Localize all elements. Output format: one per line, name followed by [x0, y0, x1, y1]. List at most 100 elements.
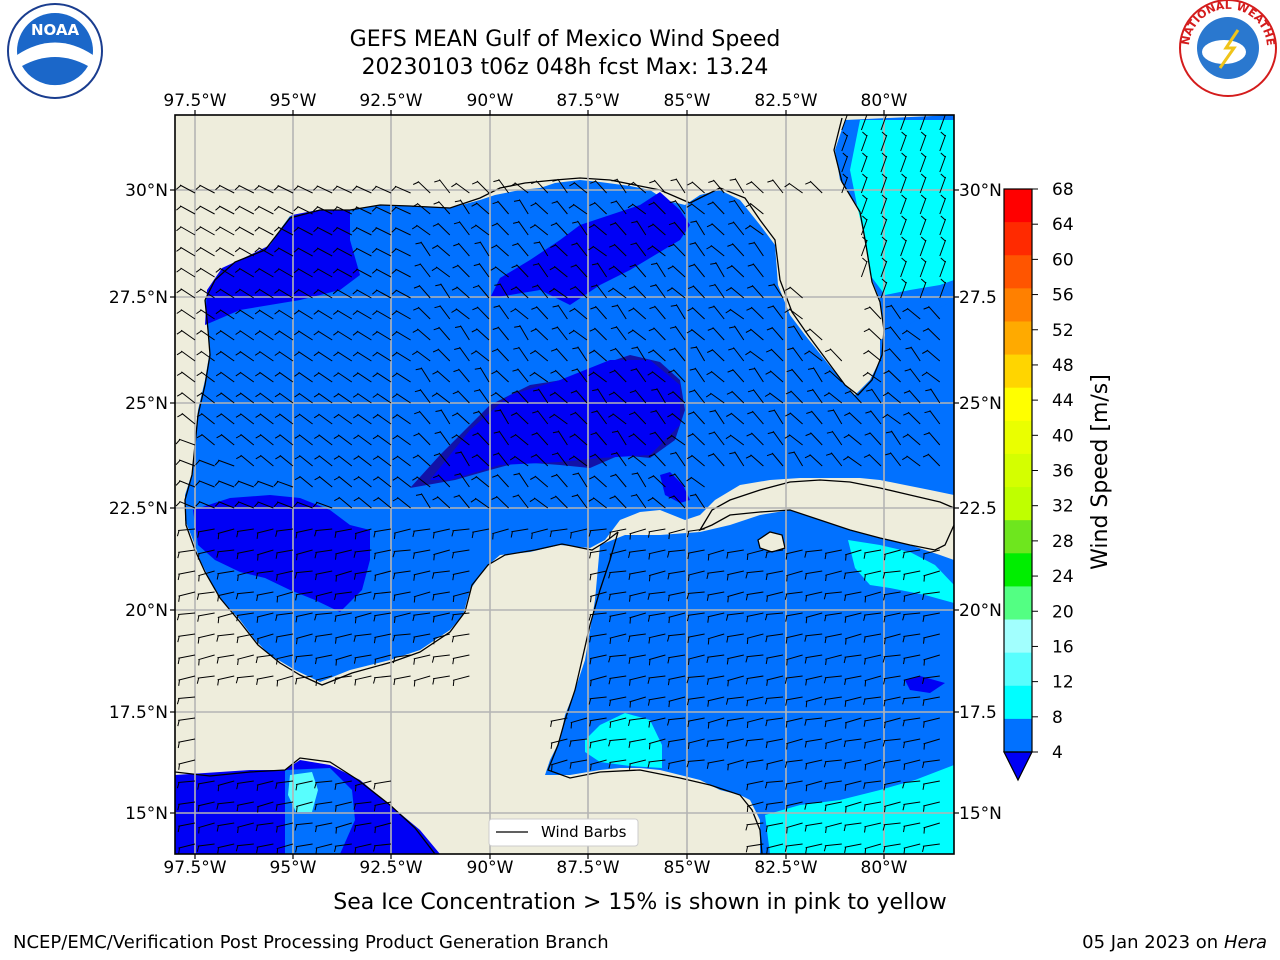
lon-label: 82.5°W [754, 91, 817, 111]
wind-barb [196, 288, 215, 299]
wind-barb [237, 570, 254, 582]
wind-barb [275, 801, 294, 811]
wind-barb [490, 266, 509, 278]
wind-barb [197, 633, 215, 644]
wind-barb [551, 452, 568, 467]
wind-barb [764, 780, 784, 789]
wind-barb [371, 227, 392, 236]
wind-barb [352, 289, 372, 299]
wind-barb [862, 371, 882, 383]
calm-region-sw-gulf [193, 495, 370, 612]
wind-barb [315, 591, 333, 602]
wind-barb [176, 350, 196, 362]
wind-barb [919, 152, 927, 173]
wind-barb [746, 633, 764, 645]
wind-barb [215, 371, 235, 383]
wind-barb [826, 430, 843, 446]
wind-barb [882, 391, 901, 404]
lon-label: 87.5°W [556, 858, 619, 878]
wind-barb [274, 288, 294, 299]
lon-label: 85°W [664, 91, 711, 111]
wind-barb [647, 528, 666, 538]
wind-barb [785, 612, 803, 622]
wind-barb [766, 326, 784, 341]
wind-barb [393, 528, 411, 539]
wind-barb [353, 654, 372, 664]
wind-barb [514, 325, 529, 341]
lat-label: 20°N [125, 601, 168, 621]
wind-barb [453, 494, 470, 509]
wind-barb [687, 633, 705, 644]
wind-barb [216, 654, 235, 664]
wind-barb [806, 388, 823, 404]
wind-barb [882, 654, 901, 663]
wind-barb [491, 222, 509, 236]
wind-barb [176, 392, 196, 404]
lon-label: 87.5°W [556, 91, 619, 111]
wind-barb [880, 278, 888, 299]
wind-barb [315, 654, 333, 665]
wind-barb [823, 843, 842, 852]
wind-barb [843, 433, 862, 446]
wind-barb [412, 528, 431, 538]
wind-barb [746, 717, 764, 729]
wind-barb [707, 612, 725, 623]
wind-barb [668, 528, 686, 540]
colorbar-segment [1004, 619, 1032, 654]
wind-barb [785, 549, 803, 560]
wind-barb [784, 286, 803, 299]
colorbar-tick-label: 52 [1052, 321, 1074, 341]
wind-barb [551, 326, 568, 341]
wind-barb [234, 184, 255, 194]
wind-barb [686, 612, 705, 622]
wind-barb [510, 286, 529, 299]
wind-barb [432, 612, 450, 623]
wind-barb [530, 453, 549, 467]
wind-barb [314, 612, 333, 621]
wind-barb [274, 330, 294, 341]
wind-barb [843, 455, 862, 467]
wind-barbs [175, 115, 947, 854]
wind-barb [234, 267, 255, 278]
wind-barb [609, 696, 627, 707]
wind-barb [611, 178, 627, 194]
colorbar-segment [1004, 453, 1032, 488]
wind-barb [314, 801, 333, 811]
wind-barb [823, 591, 842, 600]
wind-barb [414, 410, 431, 425]
wind-barb [669, 325, 686, 341]
wind-barb [255, 392, 274, 404]
wind-barb [589, 201, 607, 215]
colorbar-tick-label: 8 [1052, 708, 1063, 728]
wind-barb [295, 843, 313, 853]
wind-barb [804, 454, 823, 467]
wind-barb [412, 549, 431, 559]
wind-barb [667, 675, 686, 686]
wind-barb [823, 392, 843, 404]
wind-barb [234, 480, 254, 488]
wind-barb [765, 738, 784, 749]
wind-barb [609, 495, 627, 509]
wind-barb [176, 329, 196, 341]
wind-barb [824, 370, 843, 383]
wind-barb [512, 242, 529, 257]
wind-barb [864, 432, 882, 446]
wind-barb [510, 528, 529, 538]
wind-barb [491, 244, 509, 257]
wind-barb [885, 430, 902, 446]
wind-barb [235, 591, 254, 600]
wind-barb [725, 286, 745, 299]
wind-barb [334, 675, 352, 685]
wind-barb [785, 780, 803, 790]
wind-barb [902, 549, 921, 559]
wind-barb [825, 654, 842, 666]
wind-barb [688, 389, 705, 404]
wind-barb [352, 226, 372, 236]
wind-barb [255, 413, 274, 425]
wind-barb [726, 390, 745, 404]
wind-barb [923, 305, 941, 320]
wind-barb [293, 226, 313, 236]
wind-barb [628, 307, 647, 320]
wind-barb [176, 309, 196, 320]
wind-barb [628, 285, 647, 299]
